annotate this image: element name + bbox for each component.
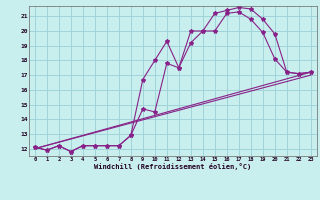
X-axis label: Windchill (Refroidissement éolien,°C): Windchill (Refroidissement éolien,°C) [94, 163, 252, 170]
